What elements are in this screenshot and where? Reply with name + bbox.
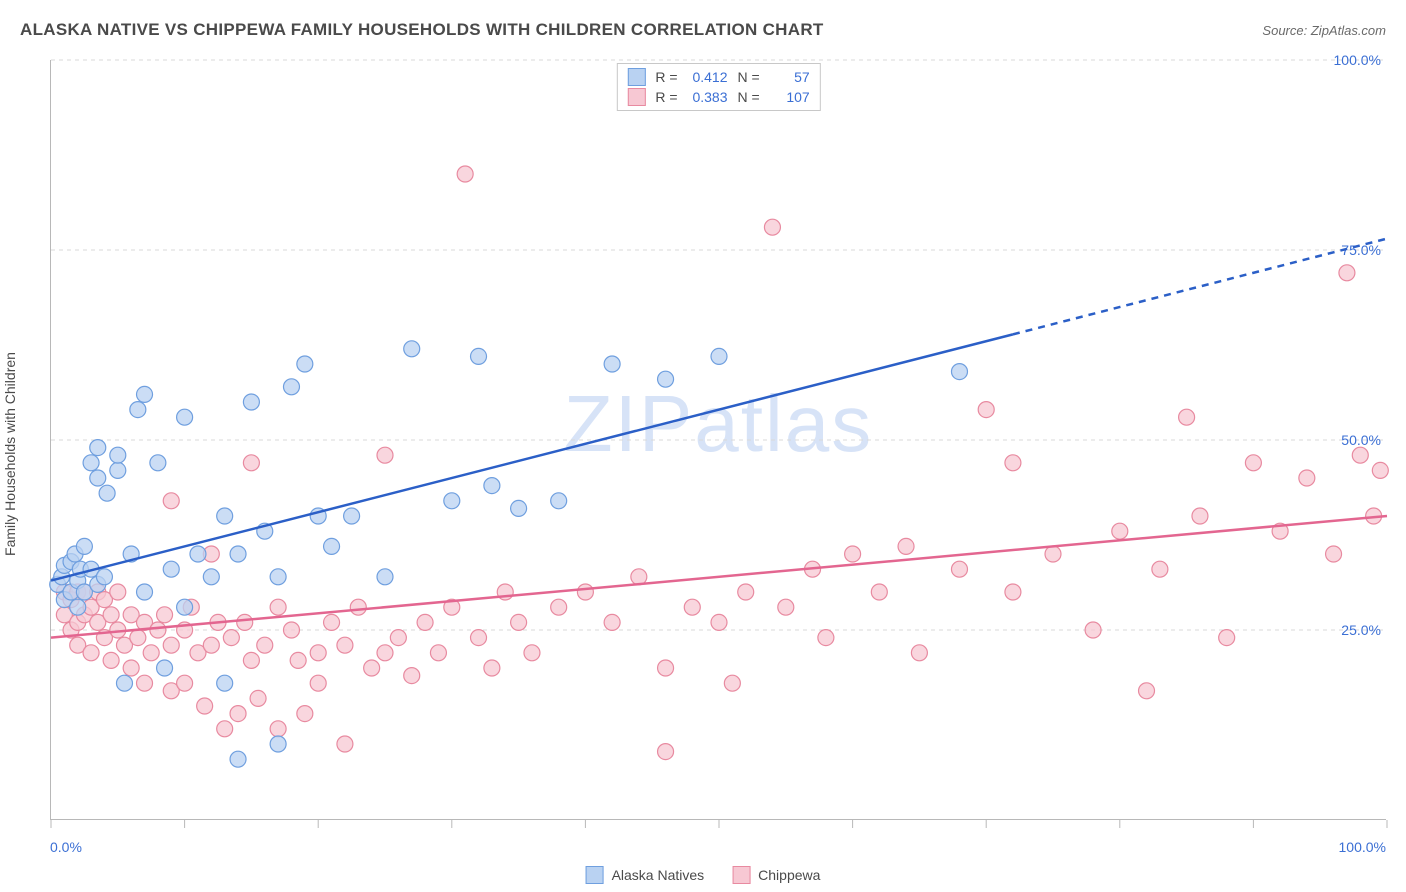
- chart-title: ALASKA NATIVE VS CHIPPEWA FAMILY HOUSEHO…: [20, 20, 824, 40]
- y-axis-label: Family Households with Children: [2, 352, 18, 556]
- title-bar: ALASKA NATIVE VS CHIPPEWA FAMILY HOUSEHO…: [20, 20, 1386, 40]
- legend-label-1: Chippewa: [758, 867, 820, 883]
- bottom-legend: Alaska Natives Chippewa: [586, 866, 821, 884]
- swatch-series-0: [586, 866, 604, 884]
- legend-item-1: Chippewa: [732, 866, 820, 884]
- legend-item-0: Alaska Natives: [586, 866, 705, 884]
- svg-text:50.0%: 50.0%: [1341, 432, 1381, 448]
- svg-text:100.0%: 100.0%: [1334, 52, 1381, 68]
- x-tick-label-0: 0.0%: [50, 839, 82, 855]
- source-attribution: Source: ZipAtlas.com: [1262, 23, 1386, 38]
- legend-label-0: Alaska Natives: [612, 867, 705, 883]
- source-value: ZipAtlas.com: [1311, 23, 1386, 38]
- swatch-series-1: [732, 866, 750, 884]
- source-label: Source:: [1262, 23, 1307, 38]
- plot-area: ZIPatlas R = 0.412 N = 57 R = 0.383 N = …: [50, 60, 1386, 820]
- x-tick-label-100: 100.0%: [1339, 839, 1386, 855]
- svg-text:25.0%: 25.0%: [1341, 622, 1381, 638]
- chart-svg: 25.0%50.0%75.0%100.0%: [51, 60, 1386, 819]
